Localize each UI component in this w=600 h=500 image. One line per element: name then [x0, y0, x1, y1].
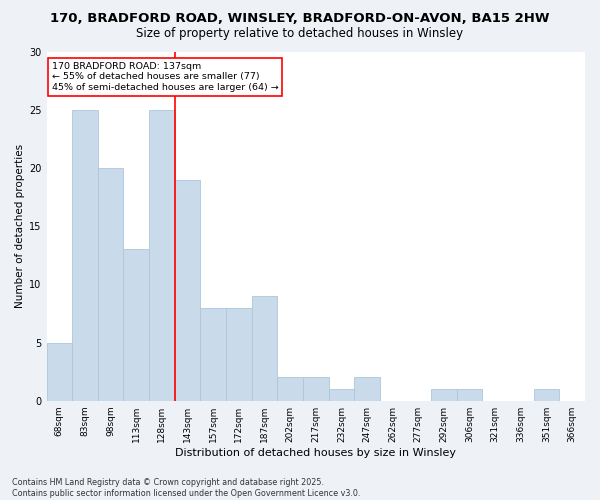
Bar	[354, 378, 380, 400]
Bar	[277, 378, 303, 400]
Text: Size of property relative to detached houses in Winsley: Size of property relative to detached ho…	[136, 28, 464, 40]
Bar	[47, 342, 72, 400]
Bar	[124, 250, 149, 400]
Text: 170, BRADFORD ROAD, WINSLEY, BRADFORD-ON-AVON, BA15 2HW: 170, BRADFORD ROAD, WINSLEY, BRADFORD-ON…	[50, 12, 550, 26]
Text: 170 BRADFORD ROAD: 137sqm
← 55% of detached houses are smaller (77)
45% of semi-: 170 BRADFORD ROAD: 137sqm ← 55% of detac…	[52, 62, 278, 92]
Y-axis label: Number of detached properties: Number of detached properties	[15, 144, 25, 308]
Bar	[98, 168, 124, 400]
Bar	[251, 296, 277, 401]
Bar	[457, 389, 482, 400]
Bar	[149, 110, 175, 401]
Bar	[534, 389, 559, 400]
Text: Contains HM Land Registry data © Crown copyright and database right 2025.
Contai: Contains HM Land Registry data © Crown c…	[12, 478, 361, 498]
Bar	[303, 378, 329, 400]
Bar	[431, 389, 457, 400]
Bar	[200, 308, 226, 400]
X-axis label: Distribution of detached houses by size in Winsley: Distribution of detached houses by size …	[175, 448, 456, 458]
Bar	[329, 389, 354, 400]
Bar	[175, 180, 200, 400]
Bar	[72, 110, 98, 401]
Bar	[226, 308, 251, 400]
